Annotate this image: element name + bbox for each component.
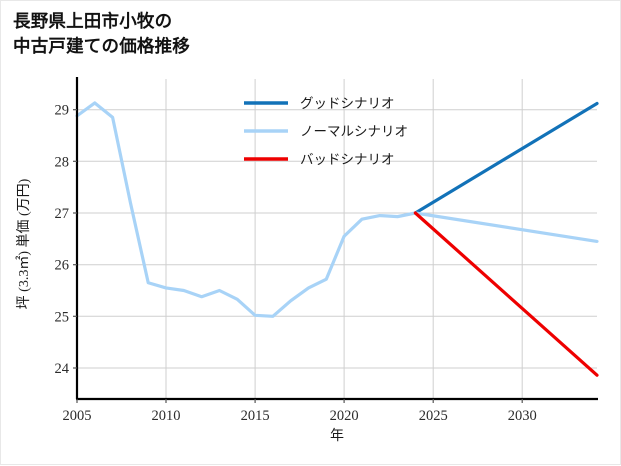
axes-layer — [75, 77, 598, 401]
series-line — [413, 211, 599, 377]
y-tick-label: 27 — [55, 206, 70, 222]
y-tick-label: 26 — [55, 258, 70, 274]
y-tick-label: 25 — [55, 309, 70, 325]
series-line — [413, 101, 599, 215]
tick-labels: 24 25 26 27 28 29 2005 2010 2015 2020 2025 2030 — [55, 103, 537, 424]
legend-label: バッドシナリオ — [300, 152, 395, 167]
y-tick-label: 29 — [55, 103, 70, 119]
x-axis-label: 年 — [330, 428, 344, 444]
x-tick-label: 2015 — [241, 408, 270, 424]
x-tick-label: 2010 — [152, 408, 181, 424]
x-tick-label: 2005 — [63, 408, 92, 424]
x-tick-label: 2025 — [419, 408, 448, 424]
y-tick-label: 24 — [55, 361, 70, 377]
legend-label: ノーマルシナリオ — [300, 124, 408, 139]
chart-title: 長野県上田市小牧の 中古戸建ての価格推移 — [13, 11, 190, 56]
legend-label: グッドシナリオ — [300, 96, 395, 111]
y-tick-label: 28 — [55, 154, 70, 170]
x-tick-label: 2020 — [330, 408, 359, 424]
y-axis-label: 坪 (3.3㎡) 単価 (万円) — [16, 178, 32, 309]
x-tick-label: 2030 — [508, 408, 537, 424]
series-line — [75, 101, 599, 318]
series-layer — [75, 101, 599, 377]
